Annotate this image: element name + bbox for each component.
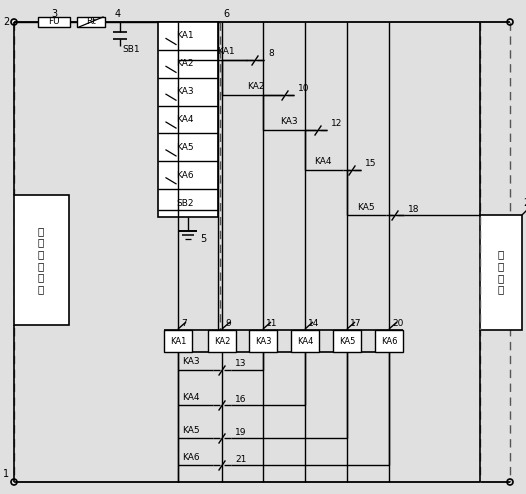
- Text: 6: 6: [223, 9, 229, 19]
- Text: 11: 11: [266, 319, 278, 328]
- Text: KA6: KA6: [381, 336, 397, 345]
- Text: KA5: KA5: [183, 425, 200, 435]
- Bar: [158, 22, 218, 217]
- Text: KA3: KA3: [176, 87, 194, 96]
- Text: KA4: KA4: [315, 158, 332, 166]
- Text: 2: 2: [3, 17, 9, 27]
- Text: KA4: KA4: [176, 115, 194, 124]
- Text: KA5: KA5: [176, 143, 194, 152]
- Text: 14: 14: [308, 319, 319, 328]
- Text: 12: 12: [331, 120, 342, 128]
- Text: 4: 4: [115, 9, 121, 19]
- Bar: [164, 330, 192, 352]
- Text: 19: 19: [235, 427, 247, 437]
- Text: KA1: KA1: [176, 32, 194, 41]
- Text: 20: 20: [392, 319, 403, 328]
- Text: 3: 3: [51, 9, 57, 19]
- Bar: [77, 17, 105, 27]
- Text: 10: 10: [298, 84, 309, 93]
- Text: FU: FU: [48, 17, 60, 27]
- Text: KA3: KA3: [255, 336, 271, 345]
- Text: KA6: KA6: [176, 171, 194, 180]
- Bar: [38, 17, 70, 27]
- Text: 18: 18: [408, 205, 420, 213]
- Text: KA2: KA2: [248, 82, 265, 91]
- Text: KA4: KA4: [183, 393, 200, 402]
- Text: 7: 7: [181, 319, 187, 328]
- Text: KA4: KA4: [297, 336, 313, 345]
- Text: 5: 5: [200, 234, 206, 244]
- Bar: [291, 330, 319, 352]
- Text: KA6: KA6: [183, 453, 200, 461]
- Text: 1: 1: [3, 469, 9, 479]
- Bar: [480, 215, 522, 330]
- Text: Rt: Rt: [86, 17, 96, 27]
- Text: 22: 22: [524, 198, 526, 208]
- Text: KA3: KA3: [183, 358, 200, 367]
- Text: KA1: KA1: [217, 47, 235, 56]
- Text: 8: 8: [268, 49, 274, 58]
- Text: SB2: SB2: [176, 199, 194, 207]
- Text: 15: 15: [365, 160, 377, 168]
- Text: KA2: KA2: [176, 59, 194, 68]
- Text: 16: 16: [235, 395, 247, 404]
- Text: 直
流
负
载: 直 流 负 载: [498, 249, 504, 294]
- Text: 21: 21: [235, 454, 246, 463]
- Text: KA3: KA3: [280, 118, 298, 126]
- Text: KA5: KA5: [339, 336, 355, 345]
- Text: KA2: KA2: [214, 336, 230, 345]
- Text: 13: 13: [235, 360, 247, 369]
- Text: 外
部
直
流
电
源: 外 部 直 流 电 源: [38, 226, 44, 294]
- Bar: [249, 330, 277, 352]
- Bar: [208, 330, 236, 352]
- Bar: [14, 195, 69, 325]
- Text: KA1: KA1: [170, 336, 186, 345]
- Text: KA5: KA5: [357, 203, 375, 211]
- Text: SB1: SB1: [122, 45, 139, 54]
- Text: 17: 17: [350, 319, 361, 328]
- Bar: [375, 330, 403, 352]
- Text: 9: 9: [225, 319, 231, 328]
- Bar: [333, 330, 361, 352]
